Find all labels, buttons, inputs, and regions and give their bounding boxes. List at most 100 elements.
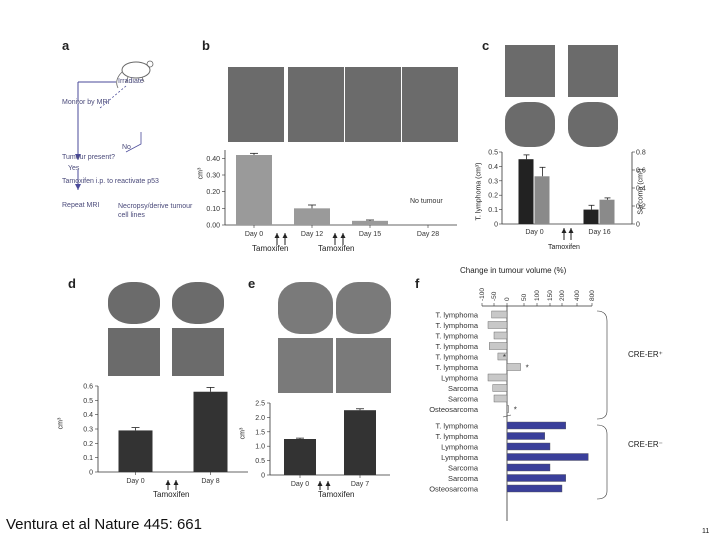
bar-sarcoma [506,463,551,472]
chart-d-treatment: Tamoxifen [153,490,190,499]
y-tick-label-right: 0.2 [636,204,646,211]
flow-step-tumour-present: Tumour present? [62,154,116,161]
panel-e-label: e [248,276,256,291]
chart-c-treatment: Tamoxifen [548,244,580,251]
x-tick-label: Day 0 [126,478,144,485]
y-tick-label: 0.10 [206,206,220,213]
y-tick-label: 0.5 [83,398,93,405]
chart-b-ylabel: cm³ [197,167,205,180]
y-tick-label: 0.40 [206,156,220,163]
chart-e-ylabel: cm³ [239,427,247,440]
y-tick-label: 0 [89,470,93,477]
mri-image-c2 [568,45,618,97]
chart-d-ylabel: cm³ [57,417,65,430]
bar-lymphoma [487,373,508,382]
row-label: Lymphoma [441,443,479,452]
x-tick-label: 800 [589,290,596,301]
bar-t-lymphoma [506,363,521,371]
chart-f-group-neg: CRE-ER⁻ [628,440,663,449]
footer-citation: Ventura et al Nature 445: 661 [6,516,202,533]
x-tick-label: Day 12 [301,231,323,238]
mri-image-e1 [278,282,333,334]
bar-day-15 [352,220,388,225]
row-label: Osteosarcoma [429,485,479,494]
mri-image-b1 [228,67,284,142]
bar-t-lymphoma [506,432,545,440]
treatment-arrow-4-head [340,233,346,238]
flow-step-yes: Yes [68,165,80,172]
panel-a-flowchart [75,60,154,190]
mri-image-d3 [108,328,160,376]
significance-star: * [503,353,506,362]
y-tick-label: 0.5 [255,458,265,465]
mri-image-d1 [108,282,160,324]
group-bracket-pos [596,310,608,420]
flow-step-monitor: Monitor by MRI [62,99,110,106]
y-tick-label-right: 0 [636,222,640,229]
x-tick-label: Day 15 [359,231,381,238]
x-tick-label: Day 0 [245,231,263,238]
row-label: T. lymphoma [435,422,478,431]
panel-d-label: d [68,276,76,291]
group-bracket-neg [596,424,608,500]
bar-sarcoma [492,384,508,392]
row-label: T. lymphoma [435,321,478,330]
bar-day-0 [236,155,272,225]
chart-e-treatment: Tamoxifen [318,490,355,499]
bar-day-0 [118,430,153,472]
flow-step-tamoxifen: Tamoxifen i.p. to reactivate p53 [62,178,159,185]
treatment-arrow-3-head [332,233,338,238]
treatment-arrow-2-head [173,480,179,485]
chart-e: 0 0.5 1.0 1.5 2.0 2.5 Day 0 Day 7 [255,401,390,490]
x-tick-label: 50 [521,293,528,301]
bar-t-lymphoma [493,331,508,340]
y-tick-label: 0.00 [206,223,220,230]
row-label: T. lymphoma [435,432,478,441]
x-tick-label: 0 [504,297,511,301]
bar-t-lymphoma [487,321,508,329]
mri-image-c3 [505,102,555,147]
significance-star: * [526,364,529,373]
row-label: Sarcoma [448,395,479,404]
treatment-arrow-2-head [568,228,574,233]
bar-day-12 [294,208,330,225]
y-tick-label: 0.2 [83,441,93,448]
chart-b: 0.00 0.10 0.20 0.30 0.40 Day 0 Day 12 Day 15 Day… [206,150,457,245]
row-label: Osteosarcoma [429,405,479,414]
mri-image-c4 [568,102,618,147]
bar-lymphoma [506,442,551,451]
mri-image-b4 [402,67,458,142]
y-tick-label: 0.3 [83,427,93,434]
chart-d: 0 0.1 0.2 0.3 0.4 0.5 0.6 Day 0 Day 8 [83,384,248,490]
x-tick-label: Day 16 [588,229,610,236]
row-label: T. lymphoma [435,311,478,320]
bar-series-0 [518,159,534,224]
treatment-arrow-1-head [165,480,171,485]
y-tick-label-right: 0.8 [636,150,646,157]
chart-f-title: Change in tumour volume (%) [460,266,567,275]
mri-image-e4 [336,338,391,393]
bar-series-0 [583,209,599,224]
treatment-arrow-1-head [317,481,323,486]
treatment-arrow-2-head [325,481,331,486]
x-tick-label: Day 8 [201,478,219,485]
bar-t-lymphoma [506,421,566,430]
flow-step-irradiate: Irradiate [118,78,144,85]
y-tick-label: 0.30 [206,173,220,180]
y-tick-label: 2.5 [255,401,265,408]
bar-series-1 [534,176,550,224]
row-label: Lymphoma [441,453,479,462]
y-tick-label: 0.20 [206,189,220,196]
axis-break [502,414,512,418]
chart-c-ylabel-left: T. lymphoma (cm³) [475,162,483,221]
mri-image-e3 [278,338,333,393]
x-tick-label: -50 [491,291,498,301]
treatment-arrow-1-head [561,228,567,233]
x-tick-label: 100 [534,290,541,301]
y-tick-label: 0 [261,473,265,480]
bar-sarcoma [493,394,508,403]
y-tick-label: 0.6 [83,384,93,391]
x-tick-label: Day 7 [351,481,369,488]
bar-series-1 [599,199,615,224]
